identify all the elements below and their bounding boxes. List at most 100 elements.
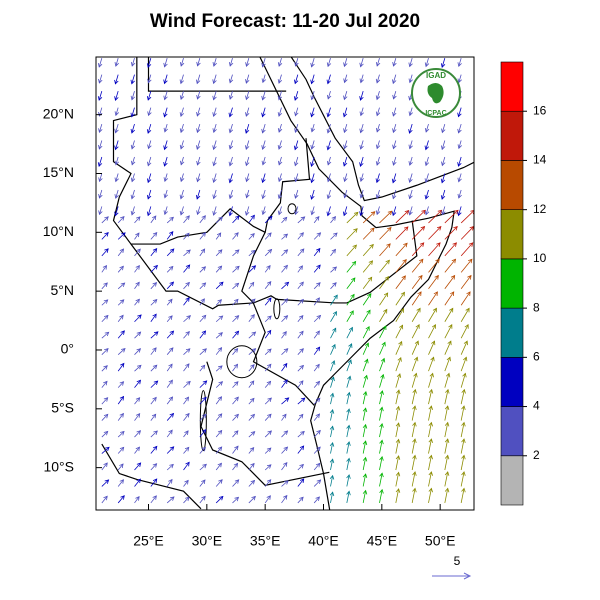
wind-arrow bbox=[461, 439, 465, 454]
wind-arrow bbox=[294, 141, 298, 150]
wind-arrow bbox=[330, 393, 334, 404]
wind-arrow bbox=[213, 58, 217, 66]
wind-arrow bbox=[131, 75, 135, 84]
wind-arrow bbox=[458, 58, 462, 66]
colorbar-tick-label: 16 bbox=[533, 103, 547, 117]
wind-arrow bbox=[135, 398, 140, 404]
wind-arrow bbox=[445, 472, 449, 487]
wind-arrow bbox=[282, 332, 287, 338]
wind-arrow bbox=[396, 243, 407, 256]
reference-vector bbox=[432, 573, 470, 579]
wind-arrow-shaft bbox=[429, 308, 437, 321]
wind-arrow-shaft bbox=[363, 277, 372, 288]
wind-arrow bbox=[314, 233, 320, 240]
wind-arrow bbox=[409, 157, 413, 165]
wind-arrow bbox=[330, 410, 334, 421]
wind-arrow bbox=[151, 397, 156, 404]
wind-arrow bbox=[363, 245, 373, 256]
wind-arrow bbox=[102, 300, 108, 305]
wind-arrow bbox=[180, 58, 184, 66]
wind-arrow bbox=[164, 141, 168, 150]
wind-arrow bbox=[344, 91, 348, 99]
wind-arrow bbox=[429, 488, 433, 503]
wind-arrow bbox=[99, 75, 103, 83]
wind-arrow bbox=[196, 141, 200, 150]
wind-arrow bbox=[380, 375, 385, 388]
wind-arrow bbox=[213, 91, 217, 100]
wind-arrow-shaft bbox=[429, 325, 436, 338]
wind-arrow bbox=[98, 157, 102, 166]
wind-arrow bbox=[396, 472, 400, 486]
wind-arrow bbox=[363, 277, 372, 288]
wind-arrow bbox=[461, 259, 472, 272]
wind-arrow bbox=[135, 463, 141, 470]
wind-arrow bbox=[363, 425, 367, 437]
wind-arrow-shaft bbox=[347, 245, 357, 256]
wind-arrow bbox=[461, 308, 469, 321]
wind-arrow bbox=[233, 480, 239, 487]
wind-arrow bbox=[298, 316, 303, 322]
wind-arrow bbox=[429, 325, 436, 338]
wind-arrow-shaft bbox=[363, 245, 373, 256]
wind-arrow bbox=[216, 282, 223, 289]
wind-arrow bbox=[249, 332, 256, 338]
wind-arrow bbox=[115, 124, 119, 133]
wind-arrow bbox=[314, 497, 319, 503]
wind-arrow bbox=[147, 173, 151, 182]
wind-arrow bbox=[151, 414, 156, 420]
wind-arrow bbox=[429, 210, 442, 223]
wind-arrow bbox=[213, 124, 217, 132]
wind-arrow bbox=[347, 229, 357, 240]
wind-arrow bbox=[265, 349, 271, 355]
wind-arrow bbox=[118, 464, 123, 470]
wind-arrow bbox=[458, 190, 462, 198]
wind-arrow bbox=[314, 480, 320, 486]
wind-arrow bbox=[200, 496, 205, 503]
wind-arrow bbox=[461, 227, 473, 240]
wind-arrow bbox=[461, 488, 465, 503]
wind-arrow bbox=[347, 212, 358, 223]
wind-arrow bbox=[262, 108, 266, 117]
wind-arrow bbox=[458, 141, 462, 149]
wind-arrow bbox=[393, 91, 397, 99]
wind-arrow bbox=[184, 462, 190, 470]
wind-arrow bbox=[458, 157, 462, 166]
wind-arrow bbox=[99, 124, 103, 132]
wind-arrow bbox=[102, 283, 107, 289]
wind-arrow bbox=[331, 361, 335, 371]
wind-arrow bbox=[380, 211, 392, 223]
wind-arrow bbox=[233, 283, 239, 288]
wind-arrow bbox=[331, 312, 337, 322]
wind-arrow bbox=[197, 91, 201, 99]
wind-arrow bbox=[331, 377, 335, 388]
wind-arrow bbox=[265, 381, 270, 387]
wind-arrow bbox=[135, 414, 140, 421]
wind-arrow bbox=[216, 431, 222, 438]
wind-arrow bbox=[347, 409, 351, 421]
wind-arrow bbox=[393, 157, 397, 165]
colorbar-swatch bbox=[501, 111, 523, 160]
wind-arrow bbox=[99, 206, 103, 214]
wind-arrow-shaft bbox=[429, 243, 441, 256]
wind-arrow bbox=[344, 173, 348, 181]
wind-arrow bbox=[148, 108, 152, 116]
wind-arrow bbox=[396, 325, 403, 338]
wind-arrow bbox=[262, 75, 266, 83]
wind-arrow bbox=[213, 157, 217, 166]
wind-arrow-shaft bbox=[461, 210, 474, 223]
wind-arrow bbox=[298, 266, 303, 272]
wind-arrow bbox=[360, 141, 364, 149]
wind-arrow bbox=[265, 266, 270, 273]
wind-arrow bbox=[392, 190, 396, 199]
wind-arrow bbox=[167, 217, 173, 223]
wind-arrow bbox=[102, 315, 108, 321]
wind-arrow bbox=[425, 206, 429, 214]
wind-arrow bbox=[445, 373, 450, 387]
wind-arrow bbox=[295, 206, 299, 214]
wind-arrow bbox=[347, 344, 352, 355]
wind-arrow bbox=[298, 446, 304, 453]
wind-arrow bbox=[298, 349, 303, 355]
wind-arrow bbox=[461, 357, 467, 371]
wind-arrow bbox=[298, 398, 305, 404]
wind-arrow bbox=[461, 276, 471, 289]
